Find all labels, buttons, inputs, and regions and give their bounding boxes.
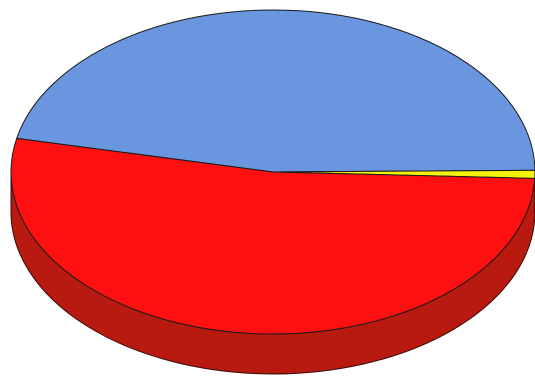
pie-slice-2 [10,137,535,335]
pie-slices [10,9,535,335]
pie-slice-0 [16,9,535,173]
